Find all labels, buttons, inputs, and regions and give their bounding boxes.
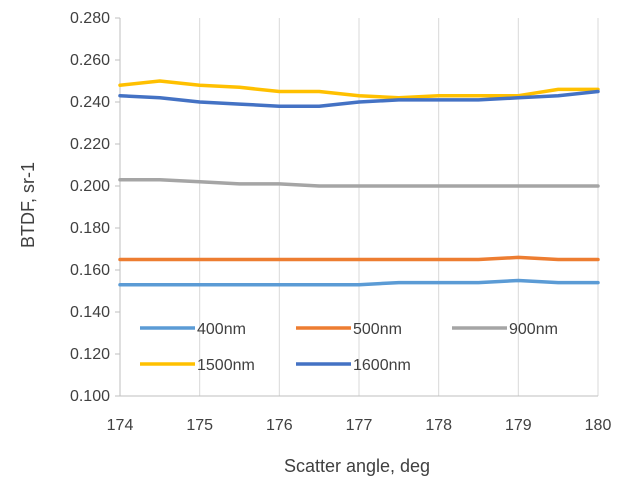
series-line-400nm (118, 278, 600, 287)
y-tick-label: 0.240 (70, 94, 110, 111)
x-tick-label: 174 (107, 417, 134, 434)
x-tick-label: 178 (425, 417, 452, 434)
y-tick-label: 0.160 (70, 262, 110, 279)
series-line-500nm (118, 255, 600, 262)
series-line-900nm (118, 177, 600, 188)
y-tick-labels: 0.100 0.120 0.140 0.160 0.180 0.200 0.220 0.240… (70, 10, 110, 405)
x-tick-label: 179 (505, 417, 532, 434)
x-tick-label: 175 (186, 417, 213, 434)
y-tick-label: 0.220 (70, 136, 110, 153)
y-tick-label: 0.120 (70, 346, 110, 363)
x-axis-title: Scatter angle, deg (284, 456, 430, 476)
legend: 400nm 500nm 900nm 1500nm 1600nm (140, 321, 558, 374)
data-series (118, 79, 600, 287)
y-tick-label: 0.140 (70, 304, 110, 321)
x-tick-labels: 174 175 176 177 178 179 180 (107, 417, 612, 434)
y-tick-label: 0.180 (70, 220, 110, 237)
series-line-1600nm (118, 89, 600, 108)
grid-lines (199, 18, 599, 396)
legend-label-400nm: 400nm (197, 321, 246, 338)
x-tick-label: 180 (585, 417, 612, 434)
y-tick-label: 0.280 (70, 10, 110, 27)
axes (115, 17, 598, 397)
series-line-1500nm (118, 79, 600, 100)
legend-label-500nm: 500nm (353, 321, 402, 338)
legend-label-1500nm: 1500nm (197, 357, 255, 374)
legend-label-900nm: 900nm (509, 321, 558, 338)
y-tick-label: 0.200 (70, 178, 110, 195)
x-tick-label: 176 (266, 417, 293, 434)
x-tick-label: 177 (346, 417, 373, 434)
y-tick-label: 0.100 (70, 388, 110, 405)
y-tick-label: 0.260 (70, 52, 110, 69)
legend-label-1600nm: 1600nm (353, 357, 411, 374)
y-axis-title: BTDF, sr-1 (18, 162, 38, 248)
